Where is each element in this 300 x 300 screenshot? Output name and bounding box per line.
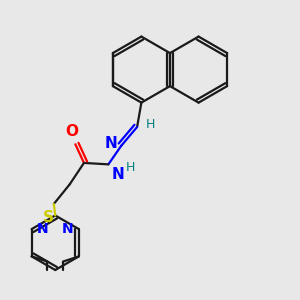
Text: H: H [126,161,135,174]
Text: N: N [37,221,48,236]
Text: S: S [43,210,54,225]
Text: N: N [111,167,124,182]
Text: N: N [62,221,74,236]
Text: H: H [146,118,155,131]
Text: O: O [65,124,78,139]
Text: N: N [105,136,118,151]
